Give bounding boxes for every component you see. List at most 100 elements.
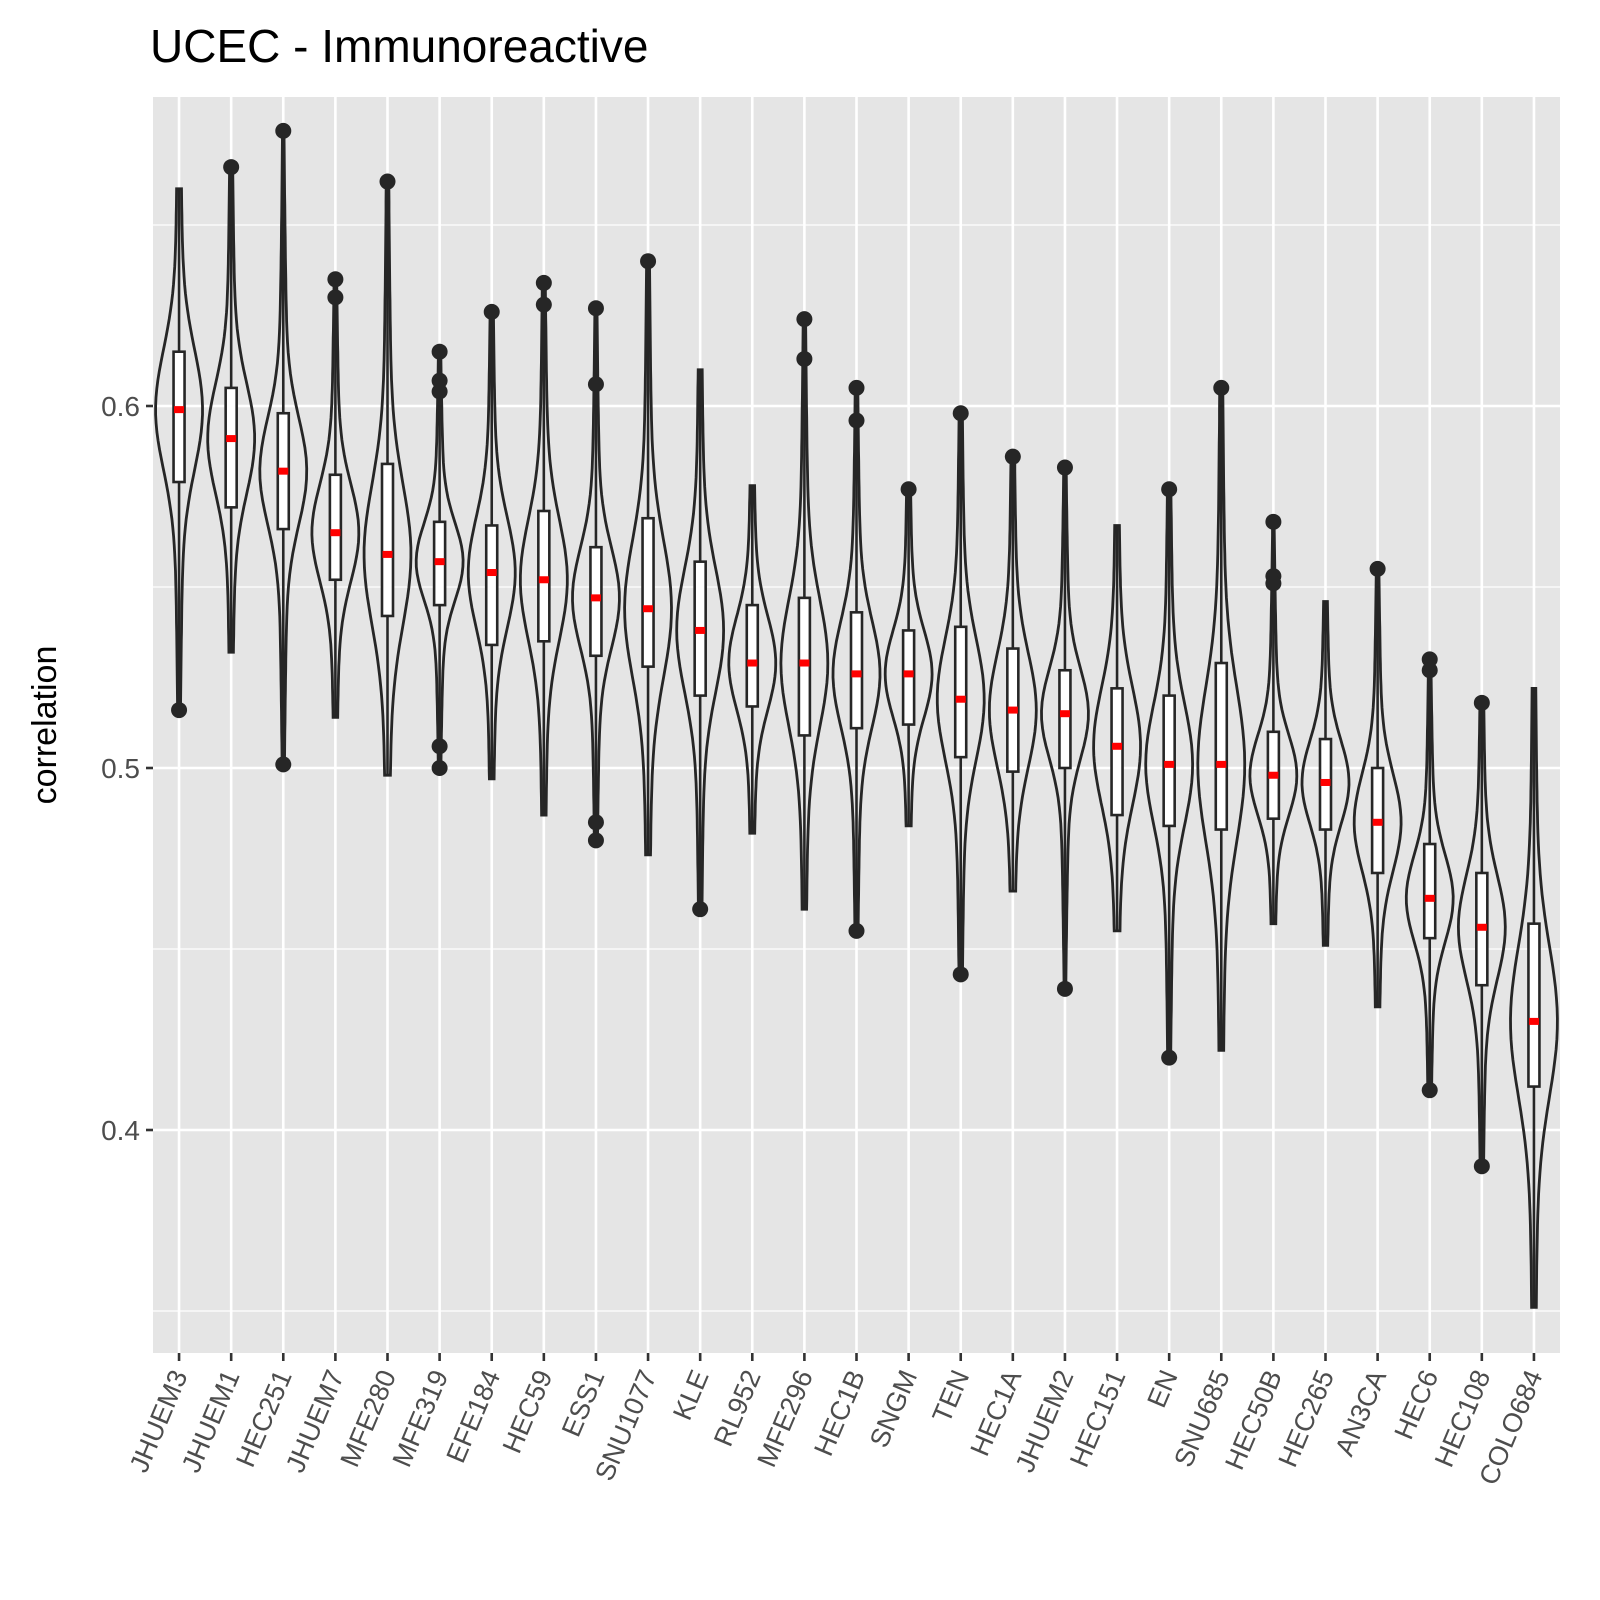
outlier-point <box>223 159 240 176</box>
x-tick-label: SNGM <box>864 1366 923 1452</box>
box-iqr <box>380 462 395 618</box>
outlier-point <box>587 300 604 317</box>
outlier-point <box>1213 379 1230 396</box>
outlier-point <box>535 274 552 291</box>
violin-layer <box>154 122 1559 1309</box>
outlier-point <box>587 376 604 393</box>
chart-title: UCEC - Immunoreactive <box>150 20 648 72</box>
x-tick-label: EN <box>1141 1366 1183 1412</box>
box-iqr <box>484 524 499 647</box>
median-marker <box>1320 778 1331 786</box>
outlier-point <box>1161 1049 1178 1066</box>
box-iqr <box>641 516 655 668</box>
violin-group-snu685 <box>1196 379 1247 1052</box>
outlier-point <box>1265 513 1282 530</box>
median-marker <box>278 467 289 475</box>
outlier-point <box>1056 459 1073 476</box>
violin-outline <box>1300 600 1351 947</box>
y-axis: 0.4 0.5 0.6 <box>101 391 153 1146</box>
violin-group-mfe280 <box>362 173 413 777</box>
median-marker <box>1059 710 1070 718</box>
median-marker <box>1424 894 1435 902</box>
violin-group-colo684 <box>1509 687 1559 1309</box>
outlier-point <box>535 296 552 313</box>
median-marker <box>486 569 497 577</box>
median-marker <box>1372 818 1383 826</box>
median-marker <box>434 558 445 566</box>
outlier-point <box>1161 481 1178 498</box>
median-marker <box>382 550 393 558</box>
box-iqr <box>901 629 916 726</box>
box-iqr <box>1527 922 1541 1088</box>
box-iqr <box>797 596 812 737</box>
median-marker <box>174 406 185 414</box>
median-marker <box>1476 923 1487 931</box>
median-marker <box>1216 760 1227 768</box>
outlier-point <box>796 350 813 367</box>
outlier-point <box>848 412 865 429</box>
median-marker <box>1268 771 1279 779</box>
box-iqr <box>1214 661 1229 831</box>
median-marker <box>590 594 601 602</box>
violin-group-hec108 <box>1456 694 1507 1175</box>
outlier-point <box>952 405 969 422</box>
box-iqr <box>537 509 551 643</box>
outlier-point <box>1369 560 1386 577</box>
outlier-point <box>587 814 604 831</box>
violin-group-hec59 <box>519 274 569 817</box>
x-tick-label: HEC6 <box>1388 1366 1444 1444</box>
violin-group-jhuem3 <box>154 187 204 719</box>
box-iqr <box>1162 694 1176 828</box>
violin-outline <box>1509 687 1559 1309</box>
violin-group-sngm <box>883 481 934 828</box>
outlier-point <box>327 271 344 288</box>
violin-outline <box>727 484 778 835</box>
outlier-point <box>1265 575 1282 592</box>
x-tick-label: HEC59 <box>497 1366 559 1458</box>
y-tick-label: 0.4 <box>101 1115 140 1146</box>
box-iqr <box>953 625 968 759</box>
outlier-point <box>483 303 500 320</box>
outlier-point <box>1004 448 1021 465</box>
median-marker <box>1007 706 1018 714</box>
outlier-point <box>275 756 292 773</box>
violin-group-mfe319 <box>414 343 465 776</box>
box-iqr <box>849 611 864 730</box>
outlier-point <box>900 481 917 498</box>
box-iqr <box>224 386 238 509</box>
outlier-point <box>171 702 188 719</box>
median-marker <box>1528 1017 1539 1025</box>
violin-group-hec251 <box>258 122 309 773</box>
y-tick-label: 0.6 <box>101 391 140 422</box>
violin-outline <box>1092 524 1142 933</box>
median-marker <box>330 529 341 537</box>
outlier-point <box>1421 1082 1438 1099</box>
y-axis-label: correlation <box>26 646 64 805</box>
outlier-point <box>275 122 292 139</box>
median-marker <box>643 605 654 613</box>
outlier-point <box>1056 980 1073 997</box>
box-iqr <box>589 545 603 658</box>
violin-group-ten <box>935 405 986 983</box>
outlier-point <box>431 343 448 360</box>
violin-group-hec151 <box>1092 524 1142 933</box>
x-tick-label: ESS1 <box>556 1366 611 1441</box>
median-marker <box>851 670 862 678</box>
violin-outline <box>675 368 726 911</box>
x-tick-label: RL952 <box>708 1366 767 1451</box>
violin-group-jhuem2 <box>1040 459 1090 997</box>
median-marker <box>1112 742 1123 750</box>
violin-group-hec1a <box>987 448 1038 893</box>
x-axis: JHUEM3JHUEM1HEC251JHUEM7MFE280MFE319EFE1… <box>124 1353 1548 1489</box>
violin-group-hec1b <box>831 379 882 939</box>
y-tick-label: 0.5 <box>101 753 140 784</box>
violin-group-mfe296 <box>779 311 830 911</box>
outlier-point <box>431 738 448 755</box>
violin-group-hec265 <box>1300 600 1351 947</box>
outlier-point <box>640 253 657 270</box>
outlier-point <box>952 966 969 983</box>
box-iqr <box>328 473 343 582</box>
violin-group-an3ca <box>1352 560 1403 1009</box>
median-marker <box>1164 760 1175 768</box>
violin-group-rl952 <box>727 484 778 835</box>
